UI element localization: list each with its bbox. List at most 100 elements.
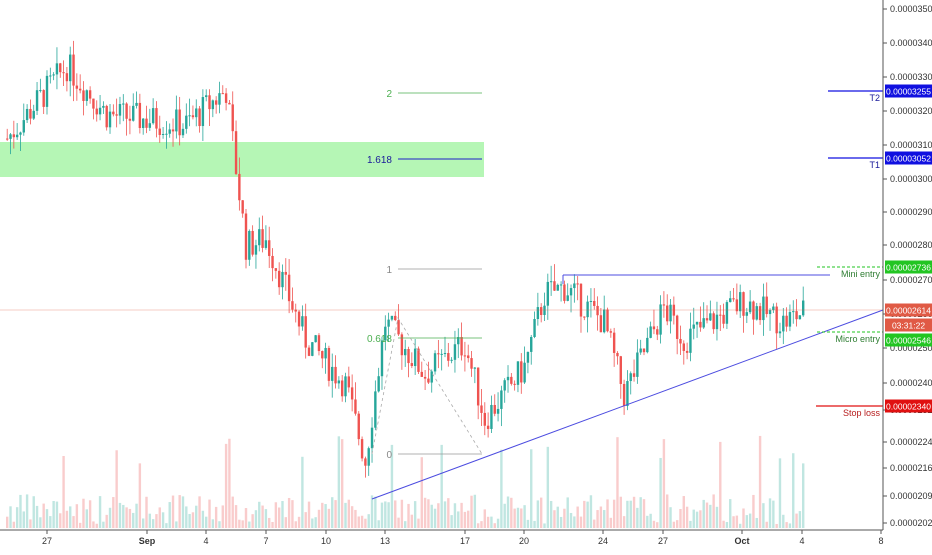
volume-bar xyxy=(377,520,380,528)
candle-body xyxy=(795,311,798,320)
candle-body xyxy=(234,131,238,174)
candle-body xyxy=(483,412,486,426)
volume-bar xyxy=(709,504,712,528)
x-tick-label: 17 xyxy=(460,536,470,546)
volume-bar xyxy=(556,506,559,528)
stop-loss-label: Stop loss xyxy=(843,408,881,418)
candle-body xyxy=(656,329,659,335)
supply-zone xyxy=(0,142,484,177)
t2-line-label: T2 xyxy=(869,93,880,103)
volume-bar xyxy=(211,519,215,528)
volume-bar xyxy=(22,511,25,528)
candle-body xyxy=(404,349,407,356)
volume-bar xyxy=(231,496,234,528)
candle-body xyxy=(148,123,152,128)
candle-body xyxy=(12,134,16,138)
candle-body xyxy=(642,348,646,353)
volume-bar xyxy=(258,501,261,528)
candle-body xyxy=(65,73,69,82)
volume-bar xyxy=(168,502,171,528)
volume-bar xyxy=(29,519,32,528)
volume-bar xyxy=(125,507,128,528)
candle-body xyxy=(735,299,739,312)
candle-body xyxy=(360,439,364,459)
volume-bar xyxy=(380,502,384,528)
candle-body xyxy=(599,315,603,333)
volume-bar xyxy=(738,523,742,528)
candle-body xyxy=(440,353,443,355)
volume-bar xyxy=(450,515,453,528)
candle-body xyxy=(59,63,62,73)
volume-bar xyxy=(619,496,622,528)
candle-body xyxy=(291,301,294,310)
volume-bar xyxy=(599,506,603,528)
volume-bar xyxy=(195,505,198,528)
candle-body xyxy=(108,111,112,128)
candle-body xyxy=(712,313,715,330)
candle-body xyxy=(639,348,642,353)
volume-bar xyxy=(742,508,745,528)
volume-bar xyxy=(702,499,705,528)
volume-bar xyxy=(705,502,709,528)
volume-bar xyxy=(331,497,334,528)
candle-body xyxy=(496,408,500,414)
volume-bar xyxy=(603,510,606,528)
volume-bar xyxy=(695,511,699,528)
volume-bar xyxy=(669,507,672,528)
volume-bar xyxy=(175,521,178,528)
candle-body xyxy=(380,340,384,377)
x-axis-ticks: 27 Sep 4 7 10 13 17 20 24 27 Oct 4 8 xyxy=(42,530,884,546)
candle-body xyxy=(72,54,75,86)
candle-body xyxy=(354,399,357,414)
volume-bar xyxy=(374,496,377,528)
candle-body xyxy=(632,373,636,377)
volume-bar xyxy=(692,509,695,528)
candle-body xyxy=(433,353,437,372)
volume-bar xyxy=(539,497,543,528)
candle-body xyxy=(88,90,92,99)
candle-body xyxy=(307,347,311,356)
candle-body xyxy=(138,102,142,128)
volume-bar xyxy=(294,521,297,528)
candle-body xyxy=(612,332,616,353)
volume-bar xyxy=(632,496,636,528)
volume-bar xyxy=(271,521,274,528)
volume-bar xyxy=(354,509,357,528)
volume-bar xyxy=(72,516,75,528)
candle-body xyxy=(573,283,576,289)
candle-body xyxy=(175,109,178,132)
price-label-box xyxy=(885,260,932,274)
candle-body xyxy=(559,284,563,286)
volume-bar xyxy=(287,497,291,528)
volume-bar xyxy=(699,510,702,528)
candle-body xyxy=(526,351,530,363)
volume-bar xyxy=(460,502,463,528)
volume-bar xyxy=(304,512,307,528)
volume-bar xyxy=(32,496,35,528)
volume-bar xyxy=(675,520,679,528)
candle-body xyxy=(125,103,128,119)
volume-bar xyxy=(19,494,22,528)
volume-bar xyxy=(579,516,583,528)
y-tick-label: 0.00002020 xyxy=(890,518,932,528)
candle-body xyxy=(682,343,685,351)
volume-bar xyxy=(530,449,533,528)
volume-bar xyxy=(656,522,659,528)
candle-body xyxy=(626,381,629,407)
volume-bar xyxy=(423,497,427,528)
volume-bar xyxy=(78,522,82,528)
candle-body xyxy=(188,115,191,117)
candle-body xyxy=(327,347,331,381)
candle-body xyxy=(171,129,175,132)
candle-body xyxy=(758,306,762,321)
volume-bar xyxy=(135,503,138,528)
volume-bar xyxy=(95,523,98,528)
volume-bar xyxy=(360,515,364,528)
volume-bar xyxy=(795,513,798,528)
volume-bar xyxy=(59,513,62,528)
x-tick-label: Oct xyxy=(734,536,749,546)
candle-body xyxy=(241,200,244,214)
